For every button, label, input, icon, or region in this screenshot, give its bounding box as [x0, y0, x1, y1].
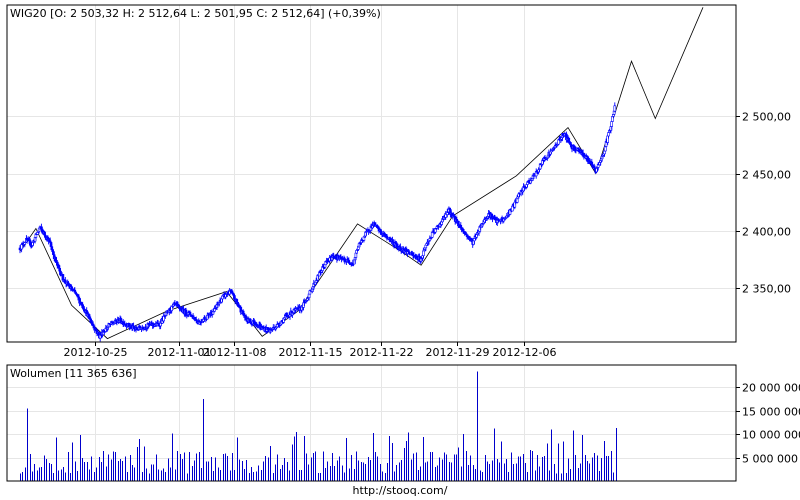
volume-panel-frame — [6, 364, 737, 482]
price-y-tick-label: 2 450,00 — [742, 169, 791, 182]
price-panel-frame — [6, 4, 737, 343]
price-grid — [7, 5, 736, 342]
volume-y-axis: 5 000 000 10 000 000 15 000 000 20 000 000 — [736, 382, 800, 466]
source-url[interactable]: http://stooq.com/ — [353, 484, 448, 497]
candle-body — [61, 274, 65, 281]
candle-body — [253, 320, 256, 325]
price-y-tick-label: 2 500,00 — [742, 111, 791, 124]
price-x-tick-label: 2012-11-22 — [350, 346, 414, 359]
price-candles — [18, 102, 617, 342]
candle-body — [613, 105, 617, 112]
candle-body — [332, 255, 336, 258]
candle-body — [237, 303, 240, 307]
volume-label: Wolumen [11 365 636] — [10, 367, 137, 380]
candle-body — [97, 331, 100, 335]
volume-bars — [20, 371, 617, 481]
price-x-tick-label: 2012-10-25 — [64, 346, 128, 359]
candle-body — [58, 267, 62, 272]
volume-y-tick-label: 20 000 000 — [742, 382, 800, 395]
price-y-tick-label: 2 350,00 — [742, 283, 791, 296]
candle-body — [424, 244, 428, 249]
candle-body — [74, 291, 77, 294]
price-y-tick-label: 2 400,00 — [742, 226, 791, 239]
price-x-tick-label: 2012-11-01 — [148, 346, 212, 359]
price-x-tick-label: 2012-11-08 — [203, 346, 267, 359]
candle-body — [422, 250, 425, 256]
volume-y-tick-label: 5 000 000 — [742, 453, 798, 466]
volume-y-tick-label: 15 000 000 — [742, 406, 800, 419]
volume-y-tick-label: 10 000 000 — [742, 429, 800, 442]
candle-body — [44, 234, 47, 238]
price-header: WIG20 [O: 2 503,32 H: 2 512,64 L: 2 501,… — [10, 7, 381, 20]
volume-grid — [7, 365, 736, 481]
price-x-tick-label: 2012-11-15 — [279, 346, 343, 359]
candle-body — [610, 121, 614, 127]
price-x-tick-label: 2012-12-06 — [493, 346, 557, 359]
candle-body — [307, 293, 311, 298]
price-x-tick-label: 2012-11-29 — [426, 346, 490, 359]
price-y-axis: 2 350,00 2 400,00 2 450,00 2 500,00 — [736, 111, 791, 296]
candle-body — [87, 314, 91, 319]
